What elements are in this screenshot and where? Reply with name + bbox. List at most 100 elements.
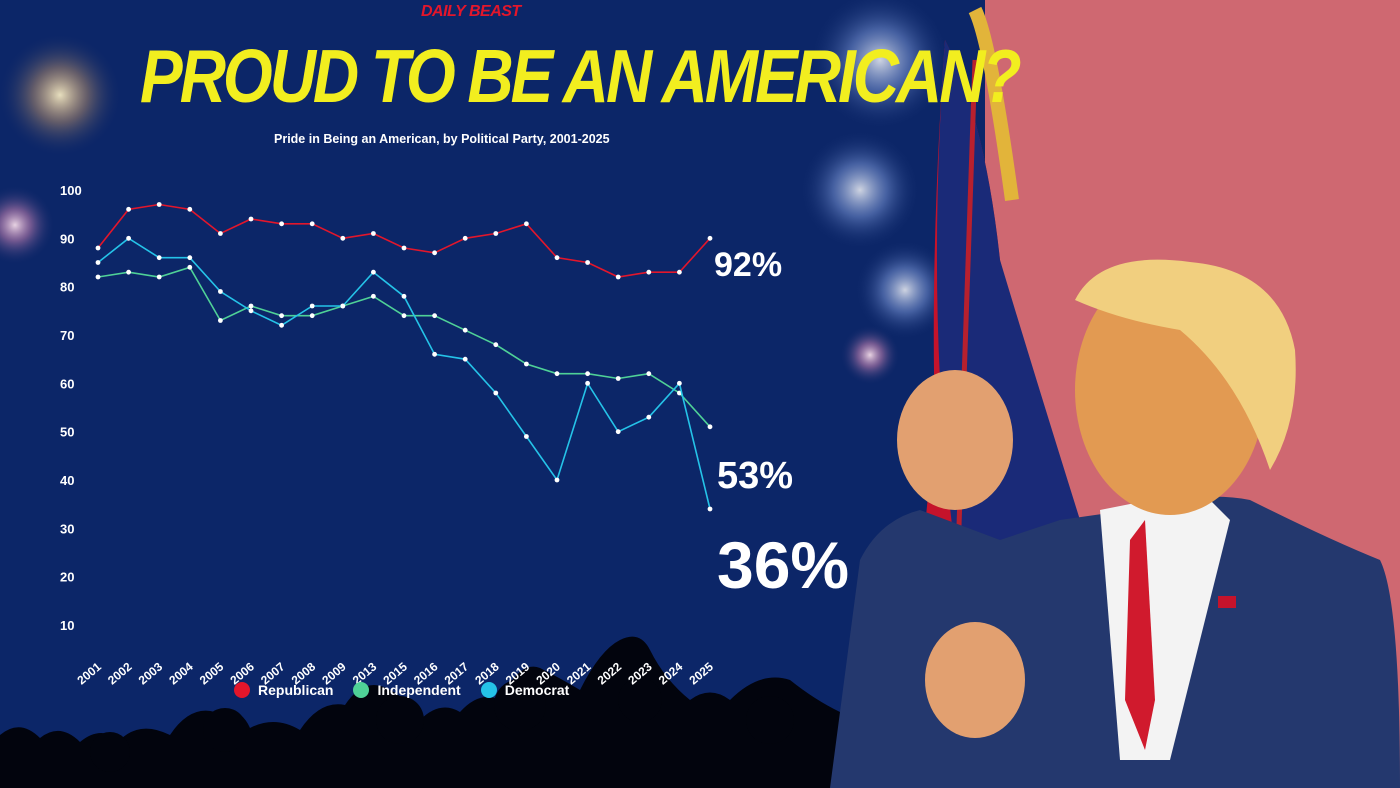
legend-item-democrat: Democrat: [480, 682, 570, 698]
data-point: [646, 269, 652, 275]
data-point: [646, 414, 652, 420]
data-point: [432, 250, 437, 256]
data-point: [493, 342, 499, 348]
data-point: [95, 245, 101, 251]
data-point: [615, 376, 621, 381]
y-tick-label: 80: [60, 280, 74, 295]
data-point: [156, 255, 162, 261]
y-tick-label: 10: [60, 618, 74, 633]
data-point: [156, 274, 162, 280]
data-point: [554, 371, 560, 377]
person-hugging-flag: [830, 259, 1400, 788]
x-tick-label: 2001: [74, 659, 104, 687]
data-point: [677, 390, 682, 396]
page-title: PROUD TO BE AN AMERICAN?: [140, 33, 1022, 119]
data-point: [432, 313, 437, 319]
data-point: [554, 477, 560, 483]
series-line-independent: [97, 266, 711, 428]
data-point: [371, 269, 376, 275]
y-tick-label: 90: [60, 231, 74, 246]
data-point: [279, 313, 284, 319]
data-point: [126, 235, 131, 241]
brand-logo: DAILY BEAST: [421, 3, 521, 20]
data-point: [677, 380, 682, 386]
data-point: [585, 260, 590, 265]
data-point: [432, 351, 437, 357]
end-label-independent: 53%: [717, 455, 793, 497]
data-point: [462, 327, 468, 333]
data-point: [218, 318, 223, 323]
legend-label-republican: Republican: [258, 682, 334, 698]
data-point: [187, 206, 193, 212]
data-point: [493, 390, 499, 396]
data-point: [462, 235, 468, 241]
legend-label-democrat: Democrat: [504, 682, 570, 698]
line-chart: 10 20 30 40 50 60 70 80 90 100 2001 2002 2003 2004 200…: [60, 183, 849, 687]
data-point: [371, 293, 376, 299]
data-point: [187, 264, 193, 270]
data-point: [615, 429, 621, 435]
data-point: [340, 303, 346, 309]
data-point: [309, 313, 315, 319]
x-tick-label: 2002: [105, 659, 135, 687]
data-point: [401, 245, 407, 251]
data-point: [248, 303, 254, 309]
y-tick-label: 30: [60, 521, 74, 536]
x-tick-label: 2005: [197, 659, 227, 687]
data-point: [126, 206, 131, 212]
data-point: [218, 231, 223, 236]
data-point: [95, 274, 101, 280]
data-point: [279, 221, 284, 227]
data-point: [248, 308, 254, 314]
legend-swatch-republican: [234, 682, 250, 698]
end-label-democrat: 36%: [717, 528, 849, 602]
legend-swatch-independent: [353, 682, 370, 698]
data-point: [462, 356, 468, 362]
data-point: [585, 380, 590, 386]
data-point: [309, 303, 315, 309]
data-point: [524, 361, 529, 367]
y-tick-label: 70: [60, 328, 74, 343]
data-point: [126, 269, 131, 275]
x-tick-label: 2025: [686, 659, 716, 687]
data-point: [156, 202, 162, 207]
data-point: [279, 322, 284, 328]
data-point: [554, 255, 560, 261]
y-tick-label: 40: [60, 473, 74, 488]
data-point: [401, 313, 407, 319]
data-point: [187, 255, 193, 261]
data-point: [493, 231, 499, 236]
data-point: [340, 235, 346, 241]
x-tick-label: 2003: [136, 659, 166, 687]
y-tick-label: 100: [60, 183, 82, 198]
fireworks-icon: [0, 0, 955, 385]
legend-label-independent: Independent: [377, 682, 461, 698]
flag-pin-icon: [1218, 596, 1236, 608]
data-point: [371, 231, 376, 236]
legend-item-independent: Independent: [353, 682, 461, 698]
data-point: [309, 221, 315, 227]
chart-legend: Republican Independent Democrat: [234, 682, 569, 698]
data-point: [585, 371, 590, 377]
data-point: [677, 269, 682, 275]
chart-title: Pride in Being an American, by Political…: [274, 132, 610, 146]
legend-swatch-democrat: [480, 682, 497, 698]
legend-item-republican: Republican: [234, 682, 333, 698]
data-point: [707, 235, 713, 241]
data-point: [401, 293, 407, 299]
y-tick-label: 60: [60, 376, 74, 391]
data-point: [218, 289, 223, 294]
data-point: [707, 424, 713, 430]
y-tick-label: 20: [60, 570, 74, 585]
end-label-republican: 92%: [714, 246, 782, 284]
x-tick-label: 2004: [166, 659, 196, 687]
data-point: [524, 434, 529, 439]
data-point: [248, 216, 254, 222]
data-point: [524, 221, 529, 227]
crowd-silhouette-icon: [0, 636, 860, 788]
data-point: [646, 371, 652, 377]
data-point: [707, 506, 713, 512]
data-point: [615, 274, 621, 280]
y-tick-label: 50: [60, 425, 74, 440]
